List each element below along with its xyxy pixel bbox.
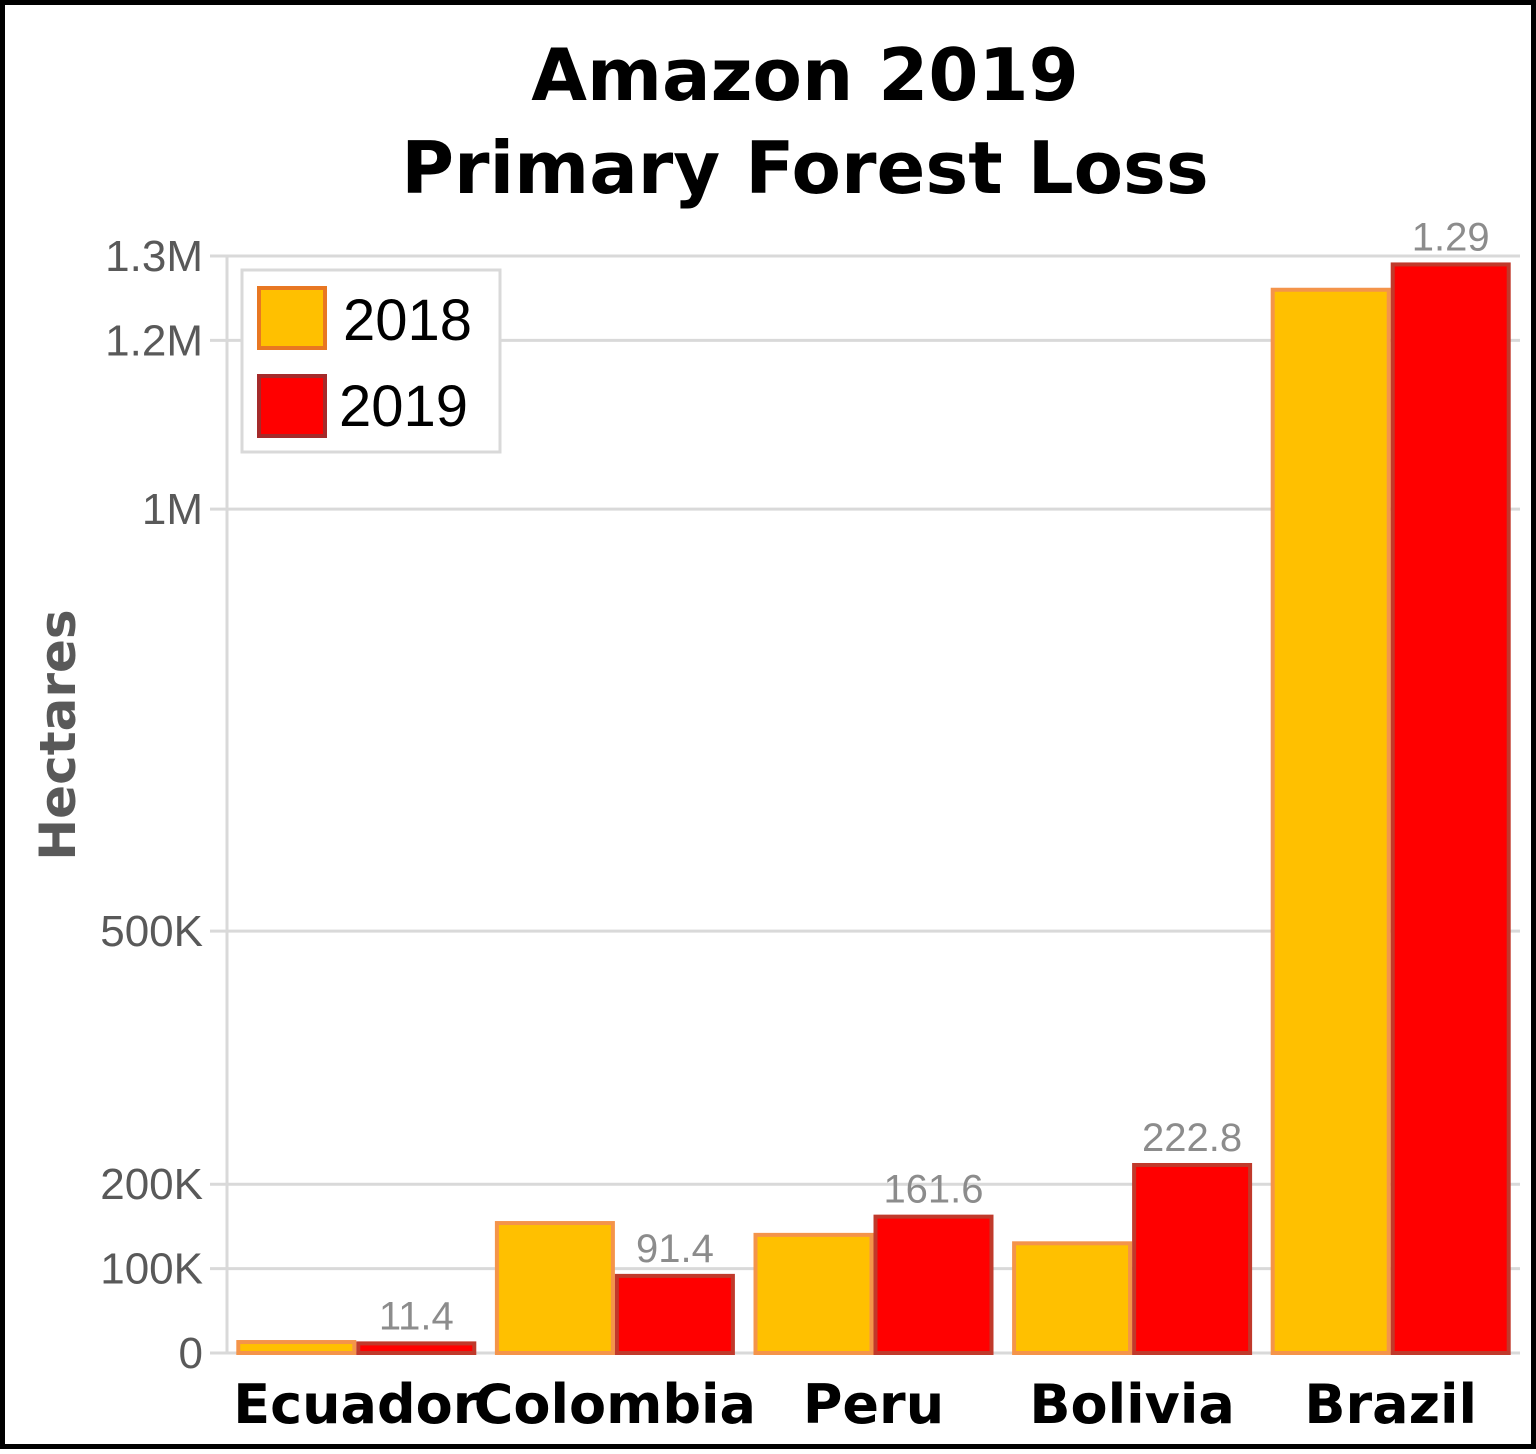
legend: 2018 2019 (240, 268, 502, 454)
bar-bolivia-2018 (1012, 1241, 1133, 1356)
y-tick-label: 0 (179, 1329, 203, 1378)
y-tick-label: 1.3M (105, 232, 203, 281)
data-label-bolivia: 222.8 (1142, 1116, 1242, 1160)
y-tick-label: 500K (100, 907, 203, 956)
data-label-ecuador: 11.4 (379, 1294, 454, 1338)
x-tick-label: Bolivia (1029, 1373, 1234, 1436)
bar-brazil-2018 (1270, 287, 1391, 1355)
x-tick-label: Ecuador (233, 1373, 480, 1436)
bar-peru-2019 (873, 1214, 994, 1356)
bar-chart: Amazon 2019 Primary Forest Loss Hectares… (29, 33, 1520, 1436)
y-axis-label: Hectares (29, 609, 87, 860)
chart-title-line-2: Primary Forest Loss (401, 126, 1209, 210)
bar-brazil-2019 (1390, 262, 1511, 1355)
bar-colombia-2019 (614, 1273, 735, 1355)
y-tick-label: 200K (100, 1160, 203, 1209)
legend-swatch-2019 (257, 374, 327, 438)
chart-title-line-1: Amazon 2019 (531, 33, 1078, 117)
legend-label-2019: 2019 (339, 374, 468, 439)
legend-swatch-2018 (257, 286, 327, 350)
x-tick-label: Brazil (1304, 1373, 1477, 1436)
data-label-peru: 161.6 (883, 1168, 983, 1212)
legend-label-2018: 2018 (343, 288, 472, 353)
bar-ecuador-2019 (356, 1341, 477, 1355)
x-tick-label: Peru (803, 1373, 944, 1436)
y-tick-label: 1.2M (105, 316, 203, 365)
data-label-brazil: 1.29 (1412, 215, 1490, 259)
bar-colombia-2018 (494, 1221, 615, 1356)
y-tick-label: 100K (100, 1245, 203, 1294)
bar-bolivia-2019 (1132, 1162, 1253, 1356)
bar-peru-2018 (753, 1232, 874, 1356)
data-label-colombia: 91.4 (636, 1227, 714, 1271)
bar-ecuador-2018 (236, 1340, 357, 1356)
x-tick-label: Colombia (474, 1373, 756, 1436)
y-tick-label: 1M (142, 485, 203, 534)
